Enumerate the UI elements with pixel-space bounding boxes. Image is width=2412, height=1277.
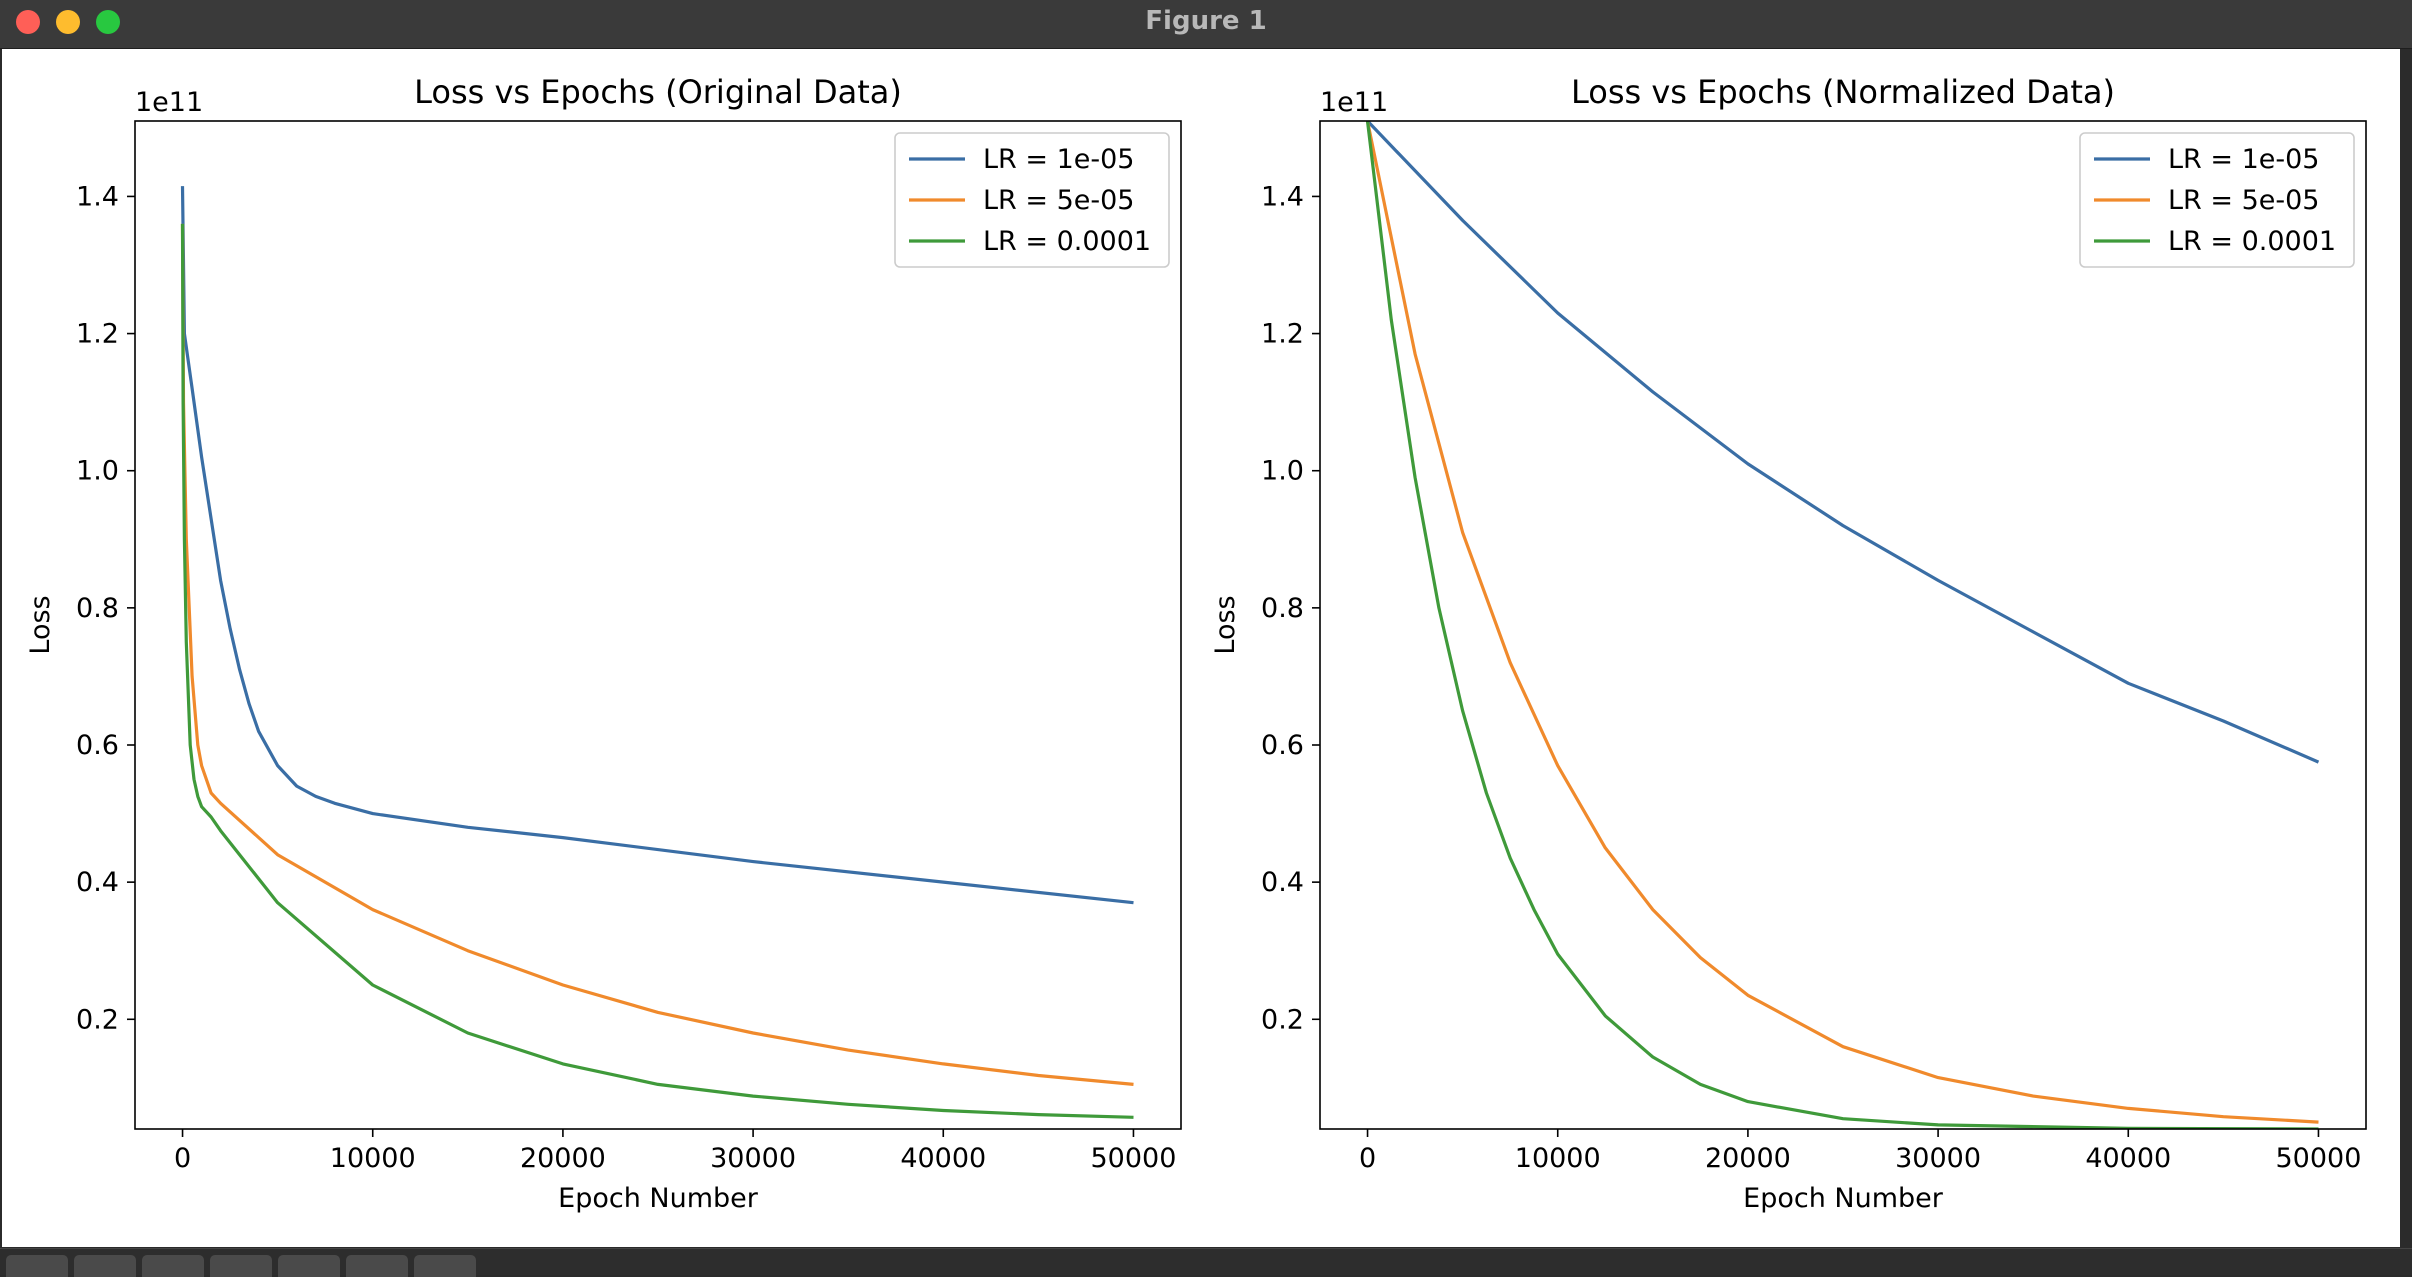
- y-tick-label: 0.4: [1261, 867, 1304, 898]
- x-tick-label: 30000: [1895, 1143, 1981, 1174]
- y-tick-label: 1.0: [76, 456, 119, 487]
- y-tick-label: 1.0: [1261, 456, 1304, 487]
- chart-title: Loss vs Epochs (Normalized Data): [1571, 73, 2115, 111]
- y-tick-label: 0.6: [1261, 730, 1304, 761]
- y-tick-label: 0.6: [76, 730, 119, 761]
- legend-box: [2079, 132, 2355, 268]
- x-tick-label: 0: [174, 1143, 191, 1174]
- legend-entry-2: LR = 5e-05: [983, 185, 1134, 216]
- y-tick-label: 0.8: [76, 593, 119, 624]
- legend-entry-3: LR = 0.0001: [2168, 226, 2336, 257]
- x-tick-label: 10000: [330, 1143, 416, 1174]
- legend-entry-1: LR = 1e-05: [2168, 144, 2319, 175]
- chart-2: 0 10000 20000 30000 40000 50000 0.2 0.4 0.6 0.8 1.…: [1210, 73, 2367, 1214]
- legend-box: [894, 132, 1170, 268]
- x-axis-label: Epoch Number: [558, 1183, 759, 1214]
- chart-1: 0 10000 20000 30000 40000 50000 0.2 0.4 0.6 0.8 1.…: [25, 73, 1182, 1214]
- y-tick-label: 0.8: [1261, 593, 1304, 624]
- legend: LR = 1e-05 LR = 5e-05 LR = 0.0001: [894, 132, 1170, 268]
- y-offset-label: 1e11: [1320, 87, 1388, 118]
- configure-icon[interactable]: [346, 1255, 408, 1277]
- figure-canvas: 0 10000 20000 30000 40000 50000 0.2 0.4 0.6 0.8 1.…: [2, 49, 2400, 1247]
- y-tick-label: 1.2: [76, 319, 119, 350]
- window-title: Figure 1: [1145, 6, 1267, 36]
- home-icon[interactable]: [6, 1255, 68, 1277]
- y-tick-label: 0.4: [76, 867, 119, 898]
- back-icon[interactable]: [74, 1255, 136, 1277]
- x-tick-label: 10000: [1515, 1143, 1601, 1174]
- x-tick-label: 20000: [520, 1143, 606, 1174]
- legend-entry-1: LR = 1e-05: [983, 144, 1134, 175]
- close-window-button[interactable]: [16, 10, 40, 34]
- y-offset-label: 1e11: [135, 87, 203, 118]
- legend-entry-3: LR = 0.0001: [983, 226, 1151, 257]
- x-tick-label: 20000: [1705, 1143, 1791, 1174]
- series-line-1: [1366, 121, 2320, 764]
- y-tick-label: 1.2: [1261, 319, 1304, 350]
- y-tick-label: 0.2: [1261, 1004, 1304, 1035]
- legend: LR = 1e-05 LR = 5e-05 LR = 0.0001: [2079, 132, 2355, 268]
- series-line-2: [1365, 121, 2319, 1124]
- y-tick-label: 0.2: [76, 1004, 119, 1035]
- x-tick-label: 30000: [710, 1143, 796, 1174]
- x-tick-label: 50000: [2276, 1143, 2362, 1174]
- y-tick-label: 1.4: [76, 181, 119, 212]
- title-bar: Figure 1: [0, 0, 2412, 49]
- series-line-1: [180, 186, 1134, 905]
- series-line-2: [180, 223, 1134, 1086]
- series-line-3: [180, 223, 1134, 1119]
- legend-entry-2: LR = 5e-05: [2168, 185, 2319, 216]
- navigation-toolbar: [0, 1248, 2412, 1277]
- forward-icon[interactable]: [142, 1255, 204, 1277]
- maximize-window-button[interactable]: [96, 10, 120, 34]
- axes-frame: [134, 120, 1182, 1130]
- y-axis-label: Loss: [1210, 595, 1241, 654]
- x-axis-label: Epoch Number: [1743, 1183, 1944, 1214]
- figure-svg: 0 10000 20000 30000 40000 50000 0.2 0.4 0.6 0.8 1.…: [25, 73, 2367, 1214]
- chart-title: Loss vs Epochs (Original Data): [414, 73, 902, 111]
- x-tick-label: 40000: [2085, 1143, 2171, 1174]
- axes-frame: [1319, 120, 2367, 1130]
- x-tick-label: 50000: [1091, 1143, 1177, 1174]
- x-tick-label: 40000: [900, 1143, 986, 1174]
- pan-icon[interactable]: [210, 1255, 272, 1277]
- series-line-3: [1365, 121, 2319, 1129]
- save-icon[interactable]: [414, 1255, 476, 1277]
- y-tick-label: 1.4: [1261, 181, 1304, 212]
- x-tick-label: 0: [1359, 1143, 1376, 1174]
- y-axis-label: Loss: [25, 595, 56, 654]
- minimize-window-button[interactable]: [56, 10, 80, 34]
- zoom-icon[interactable]: [278, 1255, 340, 1277]
